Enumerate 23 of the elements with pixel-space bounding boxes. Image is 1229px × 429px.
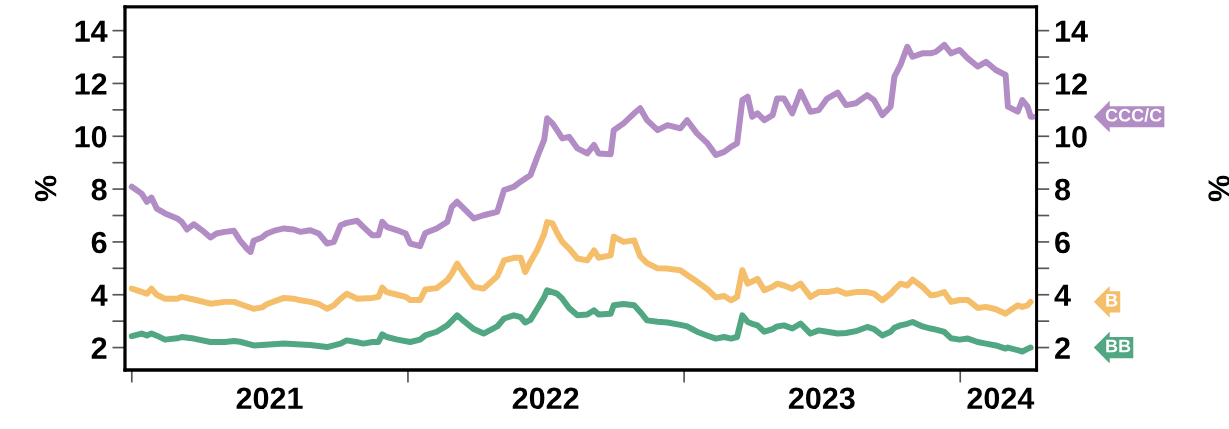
y-tick-label: 8 bbox=[91, 178, 107, 201]
y-tick-label: 12 bbox=[75, 73, 107, 95]
y-tick-label: 4 bbox=[91, 284, 108, 306]
y2-tick-label: 2 bbox=[1055, 337, 1070, 359]
y2-tick-label: 8 bbox=[1054, 178, 1071, 201]
x-tick-label: 2022 bbox=[512, 387, 579, 410]
y-tick-label: 14 bbox=[75, 20, 108, 42]
text: BB bbox=[1106, 339, 1131, 353]
x-tick-label: 2021 bbox=[236, 387, 303, 410]
y-tick-label: 2 bbox=[91, 337, 107, 359]
y2-tick-label: 6 bbox=[1055, 231, 1070, 254]
text: CCC/C bbox=[1105, 108, 1162, 122]
x-tick-label: 2024 bbox=[967, 387, 1035, 410]
text: B bbox=[1106, 294, 1118, 307]
y-axis-title: % bbox=[34, 175, 57, 202]
y2-tick-label: 10 bbox=[1055, 126, 1087, 148]
y-tick-label: 10 bbox=[75, 126, 107, 148]
y2-tick-label: 4 bbox=[1054, 284, 1071, 306]
x-tick-label: 2023 bbox=[788, 387, 855, 410]
y2-tick-label: 12 bbox=[1055, 73, 1087, 95]
y2-tick-label: 14 bbox=[1055, 20, 1088, 42]
y2-axis-title: % bbox=[1208, 175, 1229, 202]
y-tick-label: 6 bbox=[91, 231, 107, 254]
